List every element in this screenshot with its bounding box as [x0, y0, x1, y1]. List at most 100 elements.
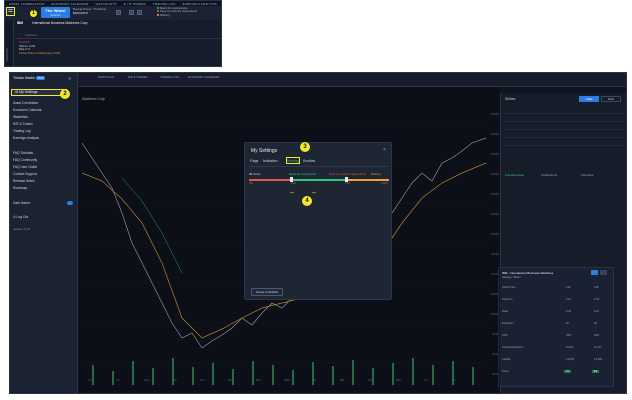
menu-item-faq-tutorials[interactable]: FAQ Tutorials [13, 151, 33, 155]
order-row: Expiration 30 30 [502, 322, 597, 325]
price-tick: 105.00 [491, 293, 499, 296]
strikes-title: Strikes [505, 97, 516, 101]
strike-row[interactable] [505, 109, 623, 114]
menu-item-trading-log[interactable]: Trading Log [13, 129, 31, 133]
menu-item-earnings-analysis[interactable]: Earnings Analysis [13, 136, 40, 140]
tab-flags[interactable]: Flags [250, 159, 259, 163]
price-tick: 125.00 [491, 213, 499, 216]
tab-indication[interactable]: Indication [263, 159, 278, 163]
menu-item-economic-calendar[interactable]: Economic Calendar [13, 108, 42, 112]
nav-asset-correlation[interactable]: ASSET CORRELATION [9, 1, 45, 6]
logout-button[interactable]: ⏻ Log Out [13, 215, 28, 219]
app-version: version 1.0.0 [13, 227, 31, 231]
dark-theme-toggle[interactable] [67, 201, 73, 205]
legend-meets: Meets the requirements [160, 7, 188, 10]
order-row: Strike Price 130 135 [502, 286, 599, 289]
order-header: IBM - International Business Machines [502, 271, 554, 275]
legend-meets: Meets the requirements [289, 173, 317, 176]
tick-70: 70% [345, 182, 351, 185]
brand-label: The Wheel [45, 7, 66, 13]
toolbar-tab-trading-log[interactable]: TRADING LOG [160, 75, 180, 79]
red-dot-icon [157, 10, 159, 13]
strike-row[interactable] [505, 133, 623, 138]
order-row: POP 78% 69% [502, 334, 600, 337]
price-chart[interactable] [82, 103, 486, 385]
menu-item-faq-user-guide[interactable]: FAQ User Guide [13, 165, 38, 169]
reset-default-button[interactable]: Reset to Default [251, 288, 283, 296]
chart-title: Machines Corp [82, 97, 105, 101]
hamburger-menu-button[interactable]: ☰ [6, 7, 15, 16]
menu-item-roadmap[interactable]: Roadmap [13, 186, 28, 190]
order-row: Score 72 81 [502, 370, 599, 373]
drag-arrows-icon: ⇔ [289, 190, 295, 196]
legend: Meets the requirements Does not meet the… [157, 7, 197, 17]
slider-handle-high[interactable] [345, 177, 348, 182]
red-zone [249, 179, 291, 181]
nav-rr-trades[interactable]: R / R TRADES [123, 1, 146, 6]
stat-price-vs-ma: Current Price vs Moving Avg 174.01 [19, 51, 61, 55]
menu-item-asset-correlation[interactable]: Asset Correlation [13, 101, 39, 105]
price-tick: 140.00 [491, 153, 499, 156]
rating-label: IBL Score [249, 173, 261, 176]
close-icon[interactable]: × [383, 147, 386, 153]
strike-row[interactable] [505, 141, 623, 146]
indicator-search-input[interactable]: Indicators [25, 33, 38, 37]
tab-fundamentals[interactable]: Fundamentals [505, 173, 525, 177]
price-tick: 90.00 [492, 353, 500, 356]
toolbar-tab-portfolio[interactable]: PORTFOLIO [98, 75, 115, 79]
toggle-icon[interactable] [116, 10, 121, 15]
price-tick: 85.00 [492, 373, 500, 376]
strike-row[interactable] [505, 125, 623, 130]
menu-item-watchlists[interactable]: Watchlists [13, 115, 28, 119]
tab-applications[interactable]: Applications [541, 173, 558, 177]
time-tick: Feb [312, 379, 317, 382]
close-panel-icon[interactable] [600, 270, 607, 275]
my-settings-modal: My Settings × Flags Indication Scoring R… [244, 142, 392, 300]
price-axis: 150.00 145.00 140.00 135.00 130.00 125.0… [486, 103, 500, 385]
score-range-slider[interactable] [249, 179, 389, 181]
expand-icon[interactable] [591, 270, 598, 275]
slider-handle-low[interactable] [290, 177, 293, 182]
search-icon: ⌕ [19, 32, 21, 36]
menu-item-contact-support[interactable]: Contact Support [13, 172, 37, 176]
chart-toolbar: PORTFOLIO R/R & TRADES TRADING LOG ECONO… [78, 73, 626, 87]
menu-close-icon[interactable]: ✕ [68, 76, 72, 81]
strike-row[interactable] [505, 117, 623, 122]
rating-row: IBL Score Meets the requirements Does no… [249, 173, 389, 179]
time-tick: 2023 [284, 379, 290, 382]
order-row: Delta 0.22 0.31 [502, 310, 600, 313]
nav-trading-log[interactable]: TRADING LOG [152, 1, 176, 6]
nav-watchlists[interactable]: WATCHLISTS [95, 1, 117, 6]
tab-puts[interactable]: Puts [601, 96, 621, 102]
tick-0: 0% [249, 182, 253, 185]
top-sidebar [5, 20, 14, 66]
price-tick: 120.00 [491, 233, 499, 236]
tab-calls[interactable]: Calls [579, 96, 599, 102]
menu-item-release-notes[interactable]: Release Notes [13, 179, 35, 183]
tab-rookies[interactable]: Rookies [303, 159, 316, 163]
positions-tab[interactable]: POSITIONS [6, 48, 9, 62]
menu-item-faq-community[interactable]: FAQ Community [13, 158, 38, 162]
nav-economic-calendar[interactable]: ECONOMIC CALENDAR [51, 1, 89, 6]
list-icon[interactable] [137, 10, 142, 15]
grid-icon[interactable] [129, 10, 134, 15]
tab-favorites[interactable]: Favorites [581, 173, 594, 177]
toolbar-tab-rr[interactable]: R/R & TRADES [128, 75, 148, 79]
time-tick: Oct [200, 379, 205, 382]
rating-ticks: 0% 30% 70% 100% [249, 182, 389, 186]
tab-divider [249, 166, 389, 167]
nav-earnings-analysis[interactable]: EARNINGS ANALYSIS [182, 1, 217, 6]
price-tick: 150.00 [491, 113, 499, 116]
price-tick: 130.00 [491, 193, 499, 196]
time-tick: Mar [340, 379, 345, 382]
toolbar-tab-econ[interactable]: ECONOMIC CALENDAR [188, 75, 220, 79]
menu-item-my-settings[interactable]: ⚙ My Settings [11, 89, 67, 96]
time-tick: Apr [368, 379, 373, 382]
brand-button[interactable]: The Wheel Screener [41, 7, 70, 18]
time-tick: Jul [116, 379, 120, 382]
ticker-symbol: IBM [17, 21, 24, 25]
menu-item-rr-trades[interactable]: R/R & Trades [13, 122, 33, 126]
volume-bars [92, 358, 474, 385]
tab-scoring[interactable]: Scoring [287, 159, 299, 163]
ticker-name: International Business Machines Corp [31, 21, 88, 25]
